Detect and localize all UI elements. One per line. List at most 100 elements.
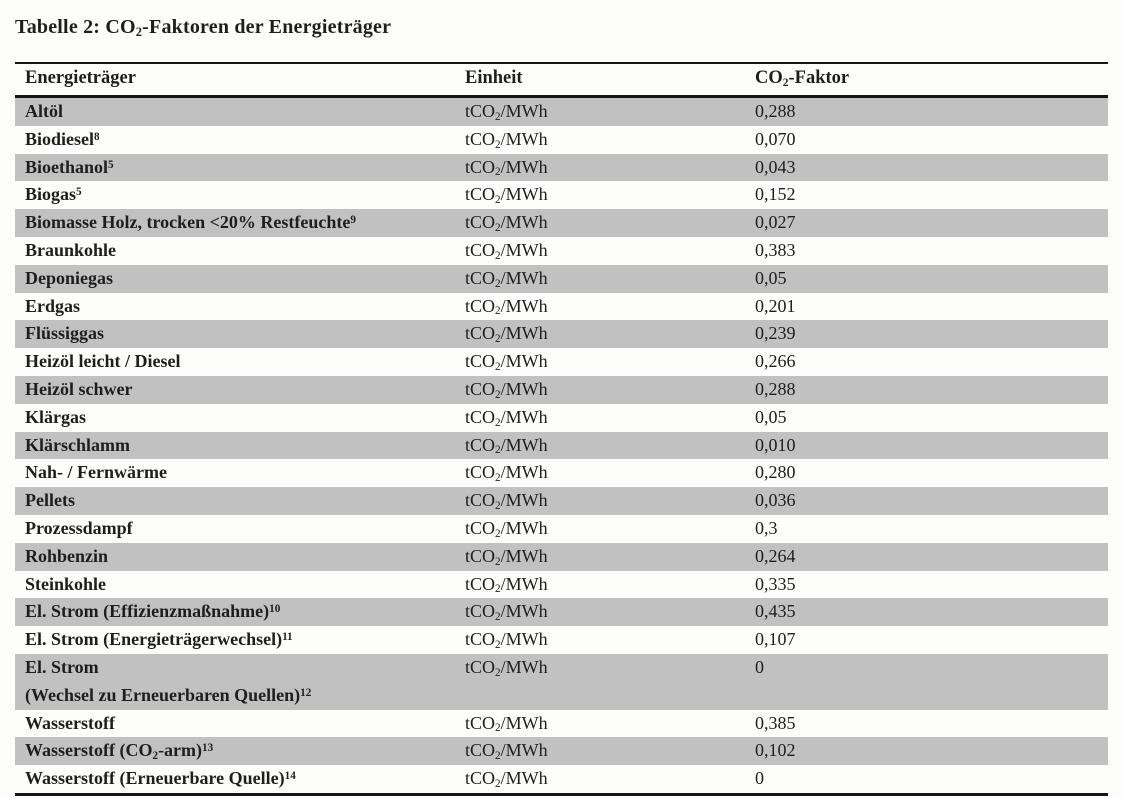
energy-carrier-cell: Biogas5: [25, 184, 82, 205]
unit-cell: tCO2/MWh: [465, 765, 755, 796]
unit-cell: tCO2/MWh: [465, 378, 548, 401]
unit-cell: tCO2/MWh: [465, 128, 548, 151]
factor-cell: 0,383: [755, 239, 796, 260]
unit-cell: tCO2/MWh: [465, 517, 548, 540]
factor-cell: 0,05: [755, 406, 787, 427]
unit-cell: tCO2/MWh: [465, 101, 548, 123]
energy-carrier-cell: Prozessdampf: [25, 517, 133, 538]
table-row: Erdgas tCO2/MWh 0,201: [15, 293, 1108, 321]
table-caption: Tabelle 2: CO2-Faktoren der Energieträge…: [15, 16, 392, 40]
table-row: Braunkohle tCO2/MWh 0,383: [15, 237, 1108, 265]
table-row: Wasserstoff (CO2-arm)13 tCO2/MWh 0,102: [15, 737, 1108, 766]
energy-carrier-cell: Rohbenzin: [25, 545, 109, 566]
table-row: Rohbenzin tCO2/MWh 0,264: [15, 542, 1108, 571]
unit-cell: tCO2/MWh: [465, 490, 548, 512]
factor-cell: 0,435: [755, 601, 796, 622]
energy-carrier-cell: Wasserstoff: [25, 712, 115, 733]
energy-carrier-cell: Wasserstoff (Erneuerbare Quelle)14: [15, 765, 465, 796]
energy-carrier-cell: Biomasse Holz, trocken <20% Restfeuchte9: [25, 212, 356, 233]
factor-cell: 0,266: [755, 351, 796, 372]
energy-carrier-cell: El. Strom (Energieträgerwechsel)11: [25, 629, 293, 650]
table-row: El. Strom (Wechsel zu Erneuerbaren Quelle…: [15, 653, 1108, 710]
col-header-energietraeger: Energieträger: [15, 62, 465, 98]
factor-cell: 0,070: [755, 128, 796, 149]
factor-cell: 0,288: [755, 101, 796, 121]
unit-cell: tCO2/MWh: [465, 406, 548, 429]
factor-cell: 0: [755, 656, 764, 677]
table-row: Heizöl schwer tCO2/MWh 0,288: [15, 375, 1108, 404]
energy-carrier-cell: Heizöl schwer: [25, 378, 133, 399]
table-row: Bioethanol5 tCO2/MWh 0,043: [15, 153, 1108, 182]
energy-carrier-cell: Pellets: [25, 490, 75, 511]
unit-cell: tCO2/MWh: [465, 239, 548, 262]
factor-cell: 0,264: [755, 545, 796, 566]
table-row: Biodiesel8 tCO2/MWh 0,070: [15, 126, 1108, 154]
table-row: Nah- / Fernwärme tCO2/MWh 0,280: [15, 459, 1108, 487]
unit-cell: tCO2/MWh: [465, 156, 548, 179]
unit-cell: tCO2/MWh: [465, 545, 548, 568]
energy-carrier-cell: Klärschlamm: [25, 434, 130, 455]
factor-cell: 0,010: [755, 434, 796, 455]
unit-cell: tCO2/MWh: [465, 295, 548, 318]
unit-cell: tCO2/MWh: [465, 351, 548, 373]
co2-factors-table: Energieträger Einheit CO2-Faktor Altöl t…: [15, 62, 1108, 796]
factor-cell: 0,335: [755, 573, 796, 594]
factor-cell: 0,043: [755, 156, 796, 177]
energy-carrier-cell: Steinkohle: [25, 573, 107, 594]
energy-carrier-cell: Erdgas: [25, 295, 81, 316]
table-row: Biomasse Holz, trocken <20% Restfeuchte9…: [15, 209, 1108, 237]
table-row: El. Strom (Effizienzmaßnahme)10 tCO2/MWh…: [15, 598, 1108, 627]
factor-cell: 0,201: [755, 295, 796, 316]
energy-carrier-cell: El. Strom (Wechsel zu Erneuerbaren Quelle…: [25, 656, 312, 705]
table-row: Deponiegas tCO2/MWh 0,05: [15, 264, 1108, 293]
factor-cell: 0: [755, 765, 1108, 796]
factor-cell: 0,152: [755, 184, 796, 205]
table-row: Wasserstoff (Erneuerbare Quelle)14 tCO2/…: [15, 765, 1108, 796]
factor-cell: 0,3: [755, 517, 778, 538]
factor-cell: 0,107: [755, 629, 796, 650]
table-row: Pellets tCO2/MWh 0,036: [15, 487, 1108, 515]
energy-carrier-cell: Altöl: [25, 101, 63, 121]
energy-carrier-cell: Deponiegas: [25, 267, 114, 288]
energy-carrier-cell: Bioethanol5: [25, 156, 114, 177]
col-header-co2-faktor: CO2-Faktor: [755, 62, 1108, 98]
energy-carrier-cell: Biodiesel8: [25, 128, 100, 149]
energy-carrier-cell: Heizöl leicht / Diesel: [25, 351, 181, 372]
factor-cell: 0,05: [755, 267, 787, 288]
energy-carrier-cell: El. Strom (Effizienzmaßnahme)10: [25, 601, 281, 622]
factor-cell: 0,385: [755, 712, 796, 733]
unit-cell: tCO2/MWh: [465, 712, 548, 735]
energy-carrier-cell: Flüssiggas: [25, 323, 105, 344]
factor-cell: 0,036: [755, 490, 796, 511]
table-row: Klärgas tCO2/MWh 0,05: [15, 404, 1108, 432]
header-row: Energieträger Einheit CO2-Faktor: [15, 62, 1108, 98]
table-row: Klärschlamm tCO2/MWh 0,010: [15, 431, 1108, 460]
unit-cell: tCO2/MWh: [465, 267, 548, 290]
energy-carrier-cell: Klärgas: [25, 406, 86, 427]
unit-cell: tCO2/MWh: [465, 656, 548, 679]
table-body: Altöl tCO2/MWh 0,288 Biodiesel8 tCO2/MWh…: [15, 96, 1108, 796]
energy-carrier-cell: Braunkohle: [25, 239, 117, 260]
unit-cell: tCO2/MWh: [465, 462, 548, 485]
table-row: Wasserstoff tCO2/MWh 0,385: [15, 710, 1108, 738]
unit-cell: tCO2/MWh: [465, 573, 548, 596]
table-row: El. Strom (Energieträgerwechsel)11 tCO2/…: [15, 626, 1108, 654]
factor-cell: 0,027: [755, 212, 796, 233]
table-row: Prozessdampf tCO2/MWh 0,3: [15, 515, 1108, 543]
factor-cell: 0,102: [755, 740, 796, 761]
table-row: Steinkohle tCO2/MWh 0,335: [15, 571, 1108, 599]
table-row: Heizöl leicht / Diesel tCO2/MWh 0,266: [15, 348, 1108, 376]
table-row: Altöl tCO2/MWh 0,288: [15, 96, 1108, 126]
unit-cell: tCO2/MWh: [465, 184, 548, 207]
unit-cell: tCO2/MWh: [465, 601, 548, 624]
table-row: Biogas5 tCO2/MWh 0,152: [15, 181, 1108, 209]
col-header-einheit: Einheit: [465, 62, 755, 98]
unit-cell: tCO2/MWh: [465, 629, 548, 651]
unit-cell: tCO2/MWh: [465, 434, 548, 457]
factor-cell: 0,239: [755, 323, 796, 344]
energy-carrier-cell: Nah- / Fernwärme: [25, 462, 167, 483]
factor-cell: 0,288: [755, 378, 796, 399]
table-row: Flüssiggas tCO2/MWh 0,239: [15, 320, 1108, 349]
unit-cell: tCO2/MWh: [465, 740, 548, 763]
